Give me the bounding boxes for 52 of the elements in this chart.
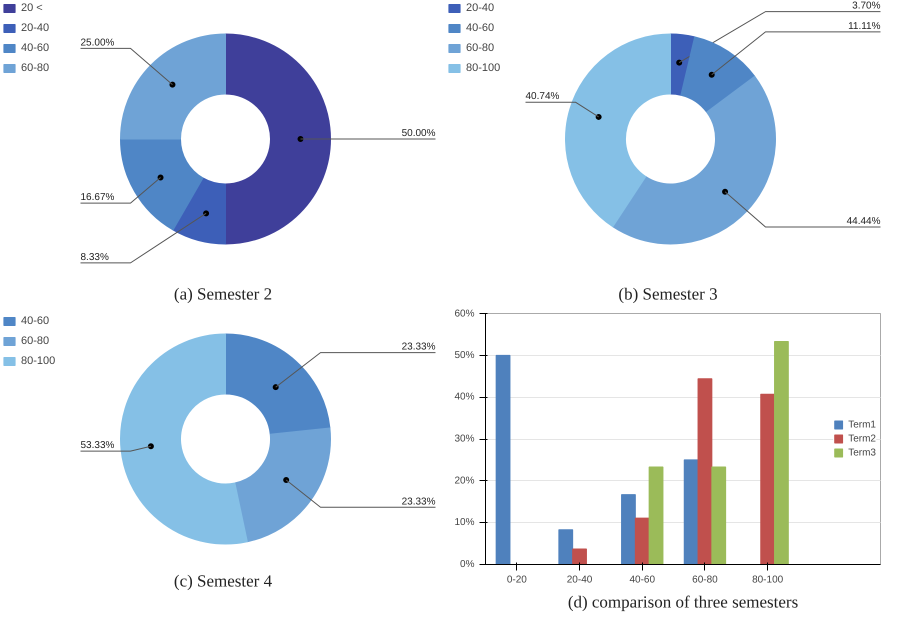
- text: (c) Semester 4: [174, 572, 273, 590]
- y-tick-label: 50%: [454, 350, 475, 361]
- bar: [760, 394, 776, 564]
- bar: [621, 494, 636, 564]
- legend-label: 20 <: [21, 2, 43, 14]
- y-tick-label: 10%: [454, 517, 475, 528]
- legend-label: 40-60: [21, 42, 50, 54]
- bar: [774, 341, 789, 564]
- data-label: 11.11%: [848, 20, 881, 32]
- y-tick-label: 20%: [454, 475, 475, 486]
- bar: [558, 529, 574, 564]
- legend-label: Term2: [848, 433, 876, 444]
- bar: [711, 466, 726, 564]
- x-tick-label: 60-80: [692, 574, 718, 586]
- bar: [684, 459, 699, 564]
- data-label: 40.74%: [526, 91, 560, 102]
- data-label: 50.00%: [402, 128, 436, 139]
- y-tick-label: 0%: [460, 559, 475, 570]
- text: (b) Semester 3: [618, 284, 718, 304]
- text: (a) Semester 2: [174, 284, 272, 304]
- x-tick-label: 80-100: [752, 574, 784, 586]
- legend-label: Term3: [848, 447, 876, 458]
- data-label: 44.44%: [846, 216, 881, 227]
- legend-label: 80-100: [21, 355, 56, 367]
- legend-label: 60-80: [21, 62, 50, 74]
- x-tick-label: 0-20: [506, 574, 528, 586]
- bar: [698, 378, 712, 564]
- legend-label: Term1: [848, 419, 876, 430]
- data-label: 23.33%: [402, 342, 436, 353]
- legend-label: 80-100: [466, 62, 500, 74]
- legend-label: 20-40: [466, 2, 494, 14]
- y-tick-label: 40%: [454, 392, 475, 403]
- data-label: 8.33%: [80, 252, 109, 263]
- bar: [634, 518, 650, 564]
- data-label: 53.33%: [80, 440, 115, 452]
- x-tick-label: 20-40: [566, 574, 593, 586]
- legend-label: 20-40: [21, 22, 50, 34]
- bar: [496, 354, 510, 564]
- bar: [572, 548, 587, 564]
- legend-label: 40-60: [21, 315, 50, 327]
- legend-label: 40-60: [466, 22, 494, 34]
- data-label: 16.67%: [80, 192, 115, 204]
- data-label: 25.00%: [80, 37, 115, 48]
- data-label: 3.70%: [852, 0, 881, 12]
- legend-label: 60-80: [21, 335, 50, 347]
- y-tick-label: 30%: [454, 434, 475, 444]
- data-label: 23.33%: [402, 496, 436, 508]
- text: (d) comparison of three semesters: [568, 592, 798, 612]
- x-tick-label: 40-60: [629, 574, 656, 586]
- legend-label: 60-80: [466, 42, 494, 54]
- bar: [648, 466, 664, 564]
- y-tick-label: 60%: [454, 308, 475, 320]
